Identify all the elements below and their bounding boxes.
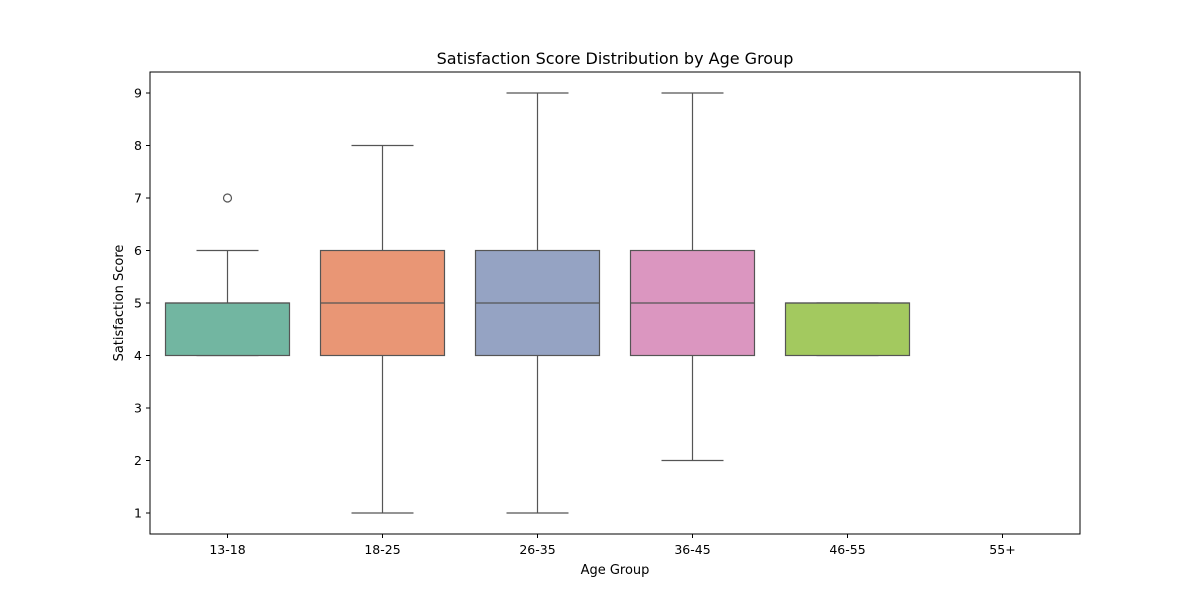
y-tick-label: 2 bbox=[134, 453, 142, 468]
y-tick-label: 5 bbox=[134, 296, 142, 311]
outlier-point bbox=[222, 193, 233, 203]
y-tick-label: 1 bbox=[134, 506, 142, 521]
plot-frame bbox=[149, 71, 1081, 535]
y-tick-label: 8 bbox=[134, 138, 142, 153]
box-13-18 bbox=[164, 302, 291, 357]
y-tick-label: 9 bbox=[134, 86, 142, 101]
x-tick-label: 36-45 bbox=[674, 542, 710, 557]
x-tick-label: 46-55 bbox=[829, 542, 865, 557]
x-tick-label: 55+ bbox=[989, 542, 1015, 557]
y-tick-label: 4 bbox=[134, 348, 142, 363]
y-axis-label: Satisfaction Score bbox=[112, 245, 127, 362]
x-axis-label: Age Group bbox=[581, 563, 650, 578]
x-tick-label: 13-18 bbox=[209, 542, 245, 557]
y-tick-label: 3 bbox=[134, 401, 142, 416]
y-tick-label: 6 bbox=[134, 243, 142, 258]
plot-area: 1 2 3 4 5 6 7 8 9 13-18 18-25 26-35 36-45 46-55 55+ bbox=[134, 86, 1016, 558]
box-46-55 bbox=[784, 302, 911, 357]
x-tick-label: 26-35 bbox=[519, 542, 555, 557]
y-tick-label: 7 bbox=[134, 191, 142, 206]
x-tick-label: 18-25 bbox=[364, 542, 400, 557]
chart-title: Satisfaction Score Distribution by Age G… bbox=[437, 49, 794, 68]
